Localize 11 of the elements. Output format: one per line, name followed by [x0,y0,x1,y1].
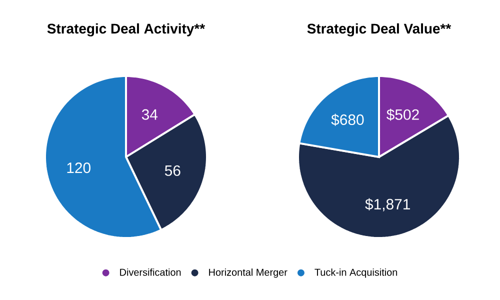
legend-label: Tuck-in Acquisition [314,268,398,278]
data-label: 120 [67,162,90,174]
data-label: $502 [386,108,419,121]
chart-title: Strategic Deal Activity** [47,23,206,36]
legend-label: Horizontal Merger [209,268,288,278]
data-label: $680 [331,114,364,126]
data-label: 34 [142,109,158,120]
data-label: 56 [164,165,180,176]
legend-label: Diversification [120,268,181,276]
chart-title: Strategic Deal Value** [307,23,452,36]
data-label: $1,871 [365,198,410,212]
